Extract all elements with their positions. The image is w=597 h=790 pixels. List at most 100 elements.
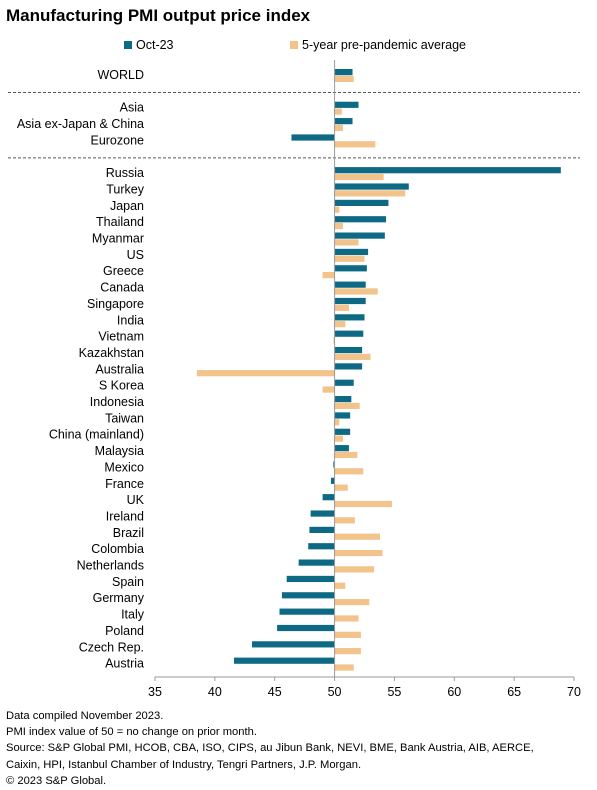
- bar-oct-us: [334, 248, 369, 256]
- bar-oct-thailand: [334, 216, 387, 223]
- bar-avg-indonesia: [334, 402, 360, 409]
- bar-oct-eurozone: [291, 134, 335, 141]
- category-label-turkey: Turkey: [106, 182, 144, 196]
- bar-chart: WORLD Asia Asia ex-Japan & China Eurozone Ru…: [8, 60, 581, 699]
- bar-oct-kazakhstan: [334, 346, 363, 354]
- bar-oct-australia: [334, 363, 363, 370]
- category-label-brazil: Brazil: [113, 526, 144, 540]
- legend-label-avg: 5-year pre-pandemic average: [302, 38, 466, 52]
- bar-oct-italy: [279, 608, 335, 615]
- note-pmi-definition: PMI index value of 50 = no change on pri…: [6, 726, 257, 739]
- bar-oct-singapore: [334, 297, 366, 305]
- x-tick-label-35: 35: [148, 685, 162, 699]
- category-label-thailand: Thailand: [96, 215, 144, 229]
- category-label-s-korea: S Korea: [99, 379, 144, 393]
- bar-avg-czech-rep: [334, 648, 361, 655]
- bar-oct-mexico: [333, 461, 335, 468]
- bar-oct-greece: [334, 265, 367, 272]
- bar-oct-germany: [281, 592, 335, 599]
- bar-oct-indonesia: [334, 396, 352, 403]
- bar-avg-brazil: [334, 533, 381, 540]
- bar-oct-brazil: [309, 526, 335, 533]
- legend-label-oct: Oct-23: [136, 38, 174, 52]
- bar-avg-malaysia: [334, 451, 358, 459]
- category-label-greece: Greece: [103, 264, 144, 278]
- bar-oct-russia: [334, 167, 561, 174]
- bar-avg-russia: [334, 173, 384, 181]
- bar-avg-asia: [334, 108, 342, 115]
- category-label-canada: Canada: [100, 281, 144, 295]
- bar-avg-austria: [334, 664, 354, 671]
- category-label-world: WORLD: [97, 68, 144, 82]
- bar-oct-canada: [334, 281, 366, 288]
- category-label-colombia: Colombia: [91, 542, 144, 556]
- x-tick-label-45: 45: [268, 685, 282, 699]
- bar-oct-world: [334, 69, 353, 76]
- category-label-czech-rep: Czech Rep.: [79, 640, 144, 654]
- legend-swatch-avg: [290, 41, 298, 49]
- bar-avg-us: [334, 255, 365, 262]
- category-label-asia: Asia: [120, 101, 144, 115]
- bar-oct-austria: [234, 657, 335, 664]
- x-tick-label-50: 50: [328, 685, 342, 699]
- bar-avg-france: [334, 484, 348, 491]
- bar-oct-spain: [286, 575, 335, 583]
- x-tick-label-65: 65: [507, 685, 521, 699]
- bar-avg-greece: [322, 272, 335, 279]
- bar-oct-myanmar: [334, 232, 385, 239]
- bar-avg-world: [334, 75, 354, 82]
- category-label-germany: Germany: [93, 591, 145, 605]
- bar-oct-asia-ex-japan-china: [334, 118, 353, 125]
- chart-title: Manufacturing PMI output price index: [6, 6, 311, 25]
- x-tick-label-40: 40: [208, 685, 222, 699]
- bar-avg-vietnam: [333, 337, 335, 344]
- bar-avg-netherlands: [334, 566, 375, 573]
- bar-avg-mexico: [334, 468, 364, 475]
- bar-avg-s-korea: [322, 386, 335, 393]
- bar-avg-australia: [196, 370, 335, 377]
- x-tick-label-55: 55: [387, 685, 401, 699]
- bar-avg-canada: [334, 288, 378, 295]
- category-label-australia: Australia: [95, 362, 144, 376]
- bar-avg-thailand: [334, 222, 343, 230]
- category-label-kazakhstan: Kazakhstan: [79, 346, 144, 360]
- bar-oct-poland: [277, 624, 335, 632]
- bar-oct-malaysia: [334, 445, 349, 452]
- bar-oct-taiwan: [334, 412, 351, 419]
- bar-avg-spain: [334, 582, 346, 589]
- category-label-russia: Russia: [106, 166, 144, 180]
- category-label-india: India: [117, 313, 144, 327]
- note-compiled: Data compiled November 2023.: [6, 710, 164, 722]
- legend-swatch-oct: [124, 41, 132, 49]
- category-label-austria: Austria: [105, 657, 144, 671]
- x-tick-label-70: 70: [567, 685, 581, 699]
- category-label-ireland: Ireland: [106, 509, 144, 523]
- bar-oct-ireland: [310, 510, 335, 517]
- chart-legend: Oct-23 5-year pre-pandemic average: [0, 38, 597, 54]
- category-label-china-mainland: China (mainland): [49, 428, 144, 442]
- bar-avg-uk: [334, 500, 393, 508]
- category-label-japan: Japan: [110, 199, 144, 213]
- bar-oct-france: [330, 477, 335, 484]
- bar-avg-india: [334, 321, 346, 328]
- category-label-singapore: Singapore: [87, 297, 144, 311]
- x-tick-label-60: 60: [447, 685, 461, 699]
- bar-avg-ireland: [334, 517, 355, 524]
- bar-avg-poland: [334, 631, 361, 638]
- bar-oct-colombia: [308, 543, 335, 550]
- note-source-continued: Caixin, HPI, Istanbul Chamber of Industr…: [6, 758, 362, 771]
- category-label-myanmar: Myanmar: [92, 232, 144, 246]
- bar-oct-s-korea: [334, 379, 354, 386]
- bar-avg-eurozone: [334, 141, 376, 148]
- category-label-mexico: Mexico: [104, 460, 144, 474]
- category-label-vietnam: Vietnam: [98, 330, 144, 344]
- bar-oct-japan: [334, 199, 389, 206]
- category-label-italy: Italy: [121, 608, 145, 622]
- legend-item-avg: 5-year pre-pandemic average: [290, 38, 466, 52]
- category-label-netherlands: Netherlands: [77, 559, 144, 573]
- category-label-spain: Spain: [112, 575, 144, 589]
- bar-oct-china-mainland: [334, 428, 351, 435]
- chart-notes: Data compiled November 2023. PMI index v…: [6, 708, 591, 789]
- bar-avg-taiwan: [334, 419, 340, 426]
- bar-avg-singapore: [334, 304, 349, 311]
